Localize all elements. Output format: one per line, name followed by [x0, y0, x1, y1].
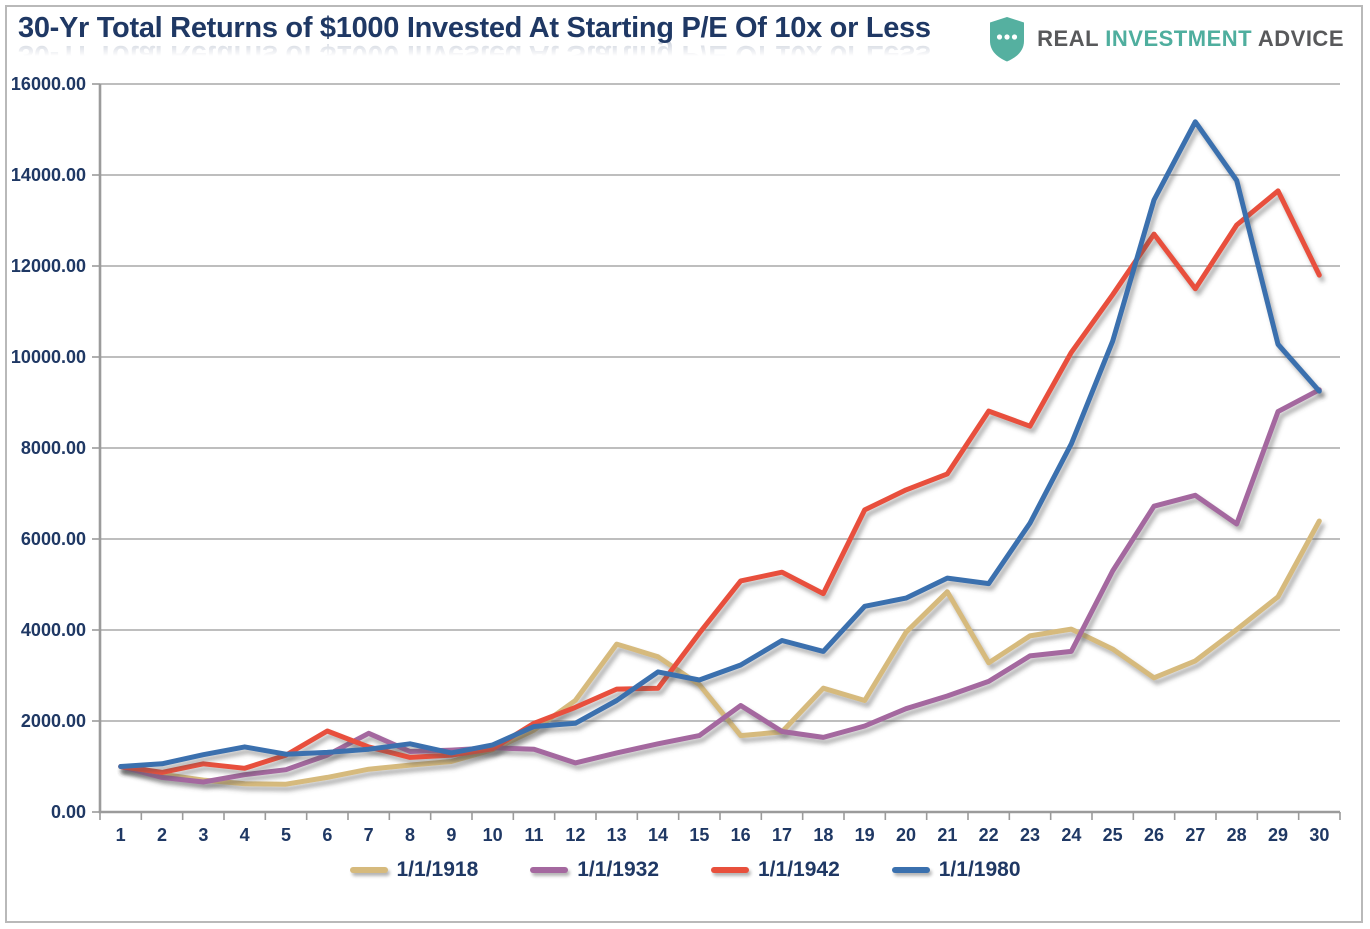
x-axis-label: 11: [524, 825, 543, 845]
y-axis-label: 12000.00: [11, 256, 86, 276]
legend-label: 1/1/1980: [938, 858, 1021, 881]
x-axis-label: 17: [772, 825, 792, 845]
series-line-1-1-1942: [118, 188, 1322, 775]
y-axis-label: 6000.00: [21, 529, 86, 549]
x-axis-label: 22: [979, 825, 999, 845]
gridlines: [100, 83, 1340, 813]
x-axis-label: 28: [1227, 825, 1247, 845]
x-axis-label: 12: [565, 825, 585, 845]
y-axis-label: 8000.00: [21, 438, 86, 458]
x-axis-label: 1: [116, 825, 126, 845]
legend-label: 1/1/1918: [396, 858, 479, 881]
y-axis-label: 0.00: [51, 802, 86, 822]
x-axis-label: 26: [1144, 825, 1164, 845]
legend-swatch: [711, 867, 749, 873]
x-axis-label: 16: [731, 825, 751, 845]
y-axis-label: 16000.00: [11, 74, 86, 94]
x-axis-label: 13: [607, 825, 627, 845]
x-axis-label: 6: [322, 825, 332, 845]
legend-item-1-1-1980: 1/1/1980: [891, 858, 1021, 882]
legend-swatch: [349, 867, 388, 873]
x-axis-label: 4: [240, 825, 250, 845]
x-axis-label: 10: [483, 825, 503, 845]
x-axis-label: 29: [1268, 825, 1288, 845]
series-line-1-1-1980: [118, 119, 1322, 769]
axis-labels: 0.00 2000.00 4000.00 6000.00 8000.00 10000.00…: [11, 74, 1329, 845]
logo-text: REAL INVESTMENT ADVICE: [1037, 26, 1344, 52]
legend-swatch: [530, 867, 569, 873]
real-investment-advice-logo: REAL INVESTMENT ADVICE: [987, 16, 1344, 62]
shield-icon: [990, 17, 1025, 62]
x-axis-label: 8: [405, 825, 415, 845]
x-axis-label: 15: [689, 825, 709, 845]
y-axis-label: 10000.00: [11, 347, 86, 367]
title-block: 30-Yr Total Returns of $1000 Invested At…: [18, 12, 1038, 71]
x-axis-label: 7: [364, 825, 374, 845]
logo-word-investment: INVESTMENT: [1105, 26, 1253, 51]
legend-swatch: [891, 867, 930, 873]
legend-item-1-1-1932: 1/1/1932: [530, 858, 659, 882]
y-axis-label: 2000.00: [21, 711, 86, 731]
page-title: 30-Yr Total Returns of $1000 Invested At…: [18, 12, 931, 44]
logo-word-real: REAL: [1037, 26, 1099, 51]
series-line-1-1-1932: [118, 387, 1322, 785]
x-axis-label: 5: [281, 825, 291, 845]
x-axis-label: 19: [855, 825, 875, 845]
legend-item-1-1-1942: 1/1/1942: [711, 858, 840, 882]
x-axis-label: 23: [1020, 825, 1040, 845]
y-axis-label: 4000.00: [21, 620, 86, 640]
x-axis-label: 3: [198, 825, 208, 845]
x-axis-label: 14: [648, 825, 668, 845]
legend-item-1-1-1918: 1/1/1918: [349, 858, 479, 882]
data-series: [118, 119, 1322, 787]
chart-legend: 1/1/1918 1/1/1932 1/1/1942 1/1/1980: [0, 858, 1370, 882]
y-axis-label: 14000.00: [11, 165, 86, 185]
x-axis-label: 20: [896, 825, 916, 845]
x-axis-label: 18: [813, 825, 833, 845]
x-axis-label: 24: [1061, 825, 1081, 845]
x-axis-label: 2: [157, 825, 167, 845]
axes: [92, 83, 1341, 820]
x-axis-label: 9: [446, 825, 456, 845]
series-line-1-1-1918: [118, 518, 1322, 787]
x-axis-label: 25: [1103, 825, 1123, 845]
x-axis-label: 21: [937, 825, 957, 845]
legend-label: 1/1/1932: [577, 858, 659, 881]
x-axis-label: 30: [1309, 825, 1329, 845]
legend-label: 1/1/1942: [758, 858, 840, 881]
x-axis-label: 27: [1185, 825, 1205, 845]
logo-word-advice: ADVICE: [1257, 26, 1344, 51]
